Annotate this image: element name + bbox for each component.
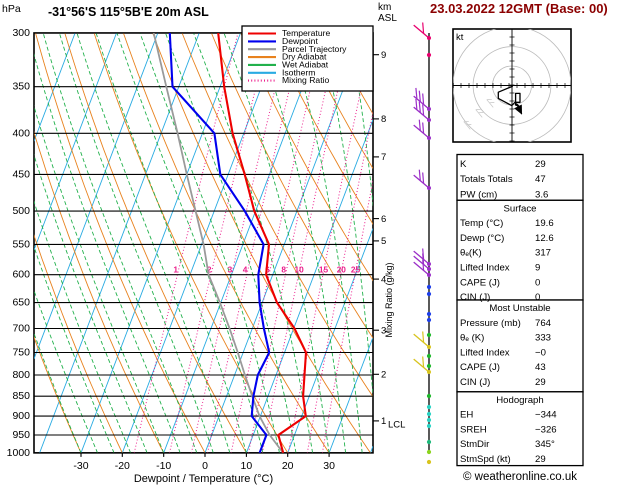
svg-text:kt: kt	[456, 32, 464, 43]
svg-text:© weatheronline.co.uk: © weatheronline.co.uk	[463, 471, 577, 483]
svg-text:Mixing Ratio: Mixing Ratio	[282, 75, 330, 85]
svg-text:23.03.2022 12GMT (Base: 00): 23.03.2022 12GMT (Base: 00)	[430, 1, 608, 16]
svg-text:−0: −0	[535, 347, 546, 358]
svg-text:CAPE (J): CAPE (J)	[460, 362, 500, 373]
svg-text:550: 550	[12, 238, 30, 250]
svg-text:CIN (J): CIN (J)	[460, 377, 490, 388]
svg-text:10: 10	[295, 265, 305, 275]
svg-text:ASL: ASL	[378, 13, 397, 24]
svg-text:-30: -30	[73, 460, 88, 472]
svg-text:450: 450	[12, 168, 30, 180]
svg-text:Pressure (mb): Pressure (mb)	[460, 318, 521, 329]
svg-text:3: 3	[228, 265, 233, 275]
svg-text:43: 43	[535, 362, 546, 373]
svg-text:EH: EH	[460, 410, 473, 421]
svg-text:345°: 345°	[535, 439, 555, 450]
svg-text:K: K	[460, 159, 467, 170]
svg-text:Hodograph: Hodograph	[496, 395, 543, 406]
svg-text:333: 333	[535, 333, 551, 344]
svg-text:350: 350	[12, 81, 30, 93]
svg-text:Temp (°C): Temp (°C)	[460, 218, 503, 229]
svg-text:29: 29	[535, 454, 546, 465]
svg-text:LCL: LCL	[388, 420, 405, 431]
svg-text:StmDir: StmDir	[460, 439, 490, 450]
svg-text:764: 764	[535, 318, 552, 329]
svg-text:0: 0	[535, 277, 540, 288]
svg-text:700: 700	[12, 323, 30, 335]
svg-text:19.6: 19.6	[535, 218, 554, 229]
svg-text:CAPE (J): CAPE (J)	[460, 277, 500, 288]
svg-text:6: 6	[381, 214, 386, 225]
svg-text:-10: -10	[156, 460, 171, 472]
svg-text:750: 750	[12, 347, 30, 359]
svg-text:7: 7	[381, 152, 386, 163]
svg-text:8: 8	[281, 265, 286, 275]
svg-text:47: 47	[535, 174, 546, 185]
svg-text:20: 20	[282, 460, 294, 472]
svg-text:9: 9	[381, 50, 386, 61]
svg-text:500: 500	[12, 205, 30, 217]
svg-text:-20: -20	[115, 460, 130, 472]
svg-text:0: 0	[202, 460, 208, 472]
svg-text:−344: −344	[535, 410, 557, 421]
svg-text:317: 317	[535, 248, 551, 259]
svg-text:950: 950	[12, 429, 30, 441]
svg-text:300: 300	[12, 27, 30, 39]
svg-text:9: 9	[535, 263, 540, 274]
svg-text:3.6: 3.6	[535, 189, 548, 200]
svg-text:km: km	[378, 2, 391, 13]
svg-text:15: 15	[319, 265, 329, 275]
svg-text:4: 4	[243, 265, 248, 275]
svg-text:850: 850	[12, 390, 30, 402]
svg-text:-31°56'S 115°5B'E 20m ASL: -31°56'S 115°5B'E 20m ASL	[48, 5, 209, 19]
svg-text:10: 10	[241, 460, 253, 472]
svg-text:PW (cm): PW (cm)	[460, 189, 497, 200]
svg-text:Lifted Index: Lifted Index	[460, 347, 510, 358]
svg-text:29: 29	[535, 377, 546, 388]
svg-text:900: 900	[12, 410, 30, 422]
svg-text:CIN (J): CIN (J)	[460, 292, 490, 303]
svg-text:Totals Totals: Totals Totals	[460, 174, 513, 185]
svg-text:Most Unstable: Most Unstable	[489, 303, 550, 314]
svg-text:StmSpd (kt): StmSpd (kt)	[460, 454, 511, 465]
svg-text:θₑ(K): θₑ(K)	[460, 248, 482, 259]
svg-text:Dewpoint / Temperature (°C): Dewpoint / Temperature (°C)	[134, 473, 273, 485]
svg-text:25: 25	[351, 265, 361, 275]
svg-text:8: 8	[381, 114, 386, 125]
svg-text:0: 0	[535, 292, 540, 303]
svg-text:−326: −326	[535, 424, 557, 435]
svg-text:1000: 1000	[7, 447, 31, 459]
svg-text:Lifted Index: Lifted Index	[460, 263, 510, 274]
svg-text:Surface: Surface	[503, 203, 536, 214]
svg-text:1: 1	[381, 416, 386, 427]
svg-text:Mixing Ratio (g/kg): Mixing Ratio (g/kg)	[384, 262, 394, 337]
svg-text:hPa: hPa	[2, 3, 21, 15]
svg-text:2: 2	[381, 370, 386, 381]
svg-text:1: 1	[173, 265, 178, 275]
svg-text:5: 5	[381, 236, 386, 247]
svg-text:12.6: 12.6	[535, 233, 554, 244]
svg-text:29: 29	[535, 159, 546, 170]
svg-text:θₑ (K): θₑ (K)	[460, 333, 484, 344]
svg-text:SREH: SREH	[460, 424, 487, 435]
svg-text:400: 400	[12, 127, 30, 139]
svg-text:20: 20	[337, 265, 347, 275]
svg-text:800: 800	[12, 369, 30, 381]
svg-text:Dewp (°C): Dewp (°C)	[460, 233, 504, 244]
svg-text:600: 600	[12, 269, 30, 281]
svg-text:30: 30	[323, 460, 335, 472]
svg-text:650: 650	[12, 297, 30, 309]
